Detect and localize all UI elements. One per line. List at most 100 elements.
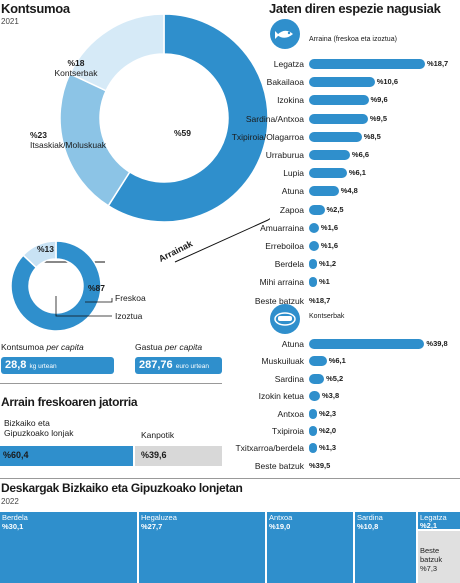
fresh-species-name: Zapoa xyxy=(279,204,304,215)
donut-slice-canned xyxy=(68,13,165,92)
small-donut-frozen-pct: %13 xyxy=(37,244,55,254)
fresh-species-name: Urraburua xyxy=(265,150,304,160)
canned-species-name: Izokin ketua xyxy=(258,391,304,402)
fresh-species-bar xyxy=(309,131,362,142)
fresh-legend: Arraina (freskoa eta izoztua) xyxy=(309,36,397,43)
species-title: Jaten diren espezie nagusiak xyxy=(269,1,441,16)
donut-label-canned-name: Kontserbak xyxy=(54,68,98,78)
spending-per-capita-unit: euro urtean xyxy=(175,363,209,370)
fresh-species-value: %1,6 xyxy=(320,222,339,232)
canned-species-bar xyxy=(309,391,321,402)
fresh-species-bar xyxy=(309,241,319,251)
fresh-species-name: Amuarraina xyxy=(260,222,304,233)
canned-legend: Kontserbak xyxy=(309,313,345,320)
canned-species-value: %2,0 xyxy=(319,426,337,435)
canned-species-value: %6,1 xyxy=(328,356,346,366)
treemap-cell-legatza-name: Legatza xyxy=(420,513,447,522)
fresh-species-bar xyxy=(309,59,425,69)
treemap-cell-antxoa-name: Antxoa xyxy=(269,513,293,522)
donut-slice-fresh xyxy=(107,13,269,223)
consumption-title: Kontsumoa xyxy=(1,1,70,16)
fresh-species-name: Lupia xyxy=(283,168,304,179)
tin-can-icon xyxy=(270,304,300,334)
fresh-species-value: %4,8 xyxy=(340,186,358,196)
treemap-cell-berdela-pct: %30,1 xyxy=(2,522,24,531)
canned-species-value: %39,5 xyxy=(309,460,331,470)
origin-stacked-bar: %60,4 %39,6 xyxy=(0,446,222,466)
fresh-species-bar xyxy=(309,259,317,270)
small-donut-slice-fresh xyxy=(10,240,102,332)
fresh-species-bar xyxy=(309,222,319,233)
fresh-species-bar xyxy=(309,113,368,124)
canned-species-value: %2,3 xyxy=(319,408,337,418)
fresh-species-bar xyxy=(309,150,350,160)
origin-bar-local xyxy=(0,446,134,466)
origin-title: Arrain freskoaren jatorria xyxy=(1,395,138,409)
fresh-species-name: Erreboiloa xyxy=(265,241,304,251)
small-donut-fresh-name: Freskoa xyxy=(115,293,146,303)
fresh-species-bar xyxy=(309,186,339,197)
donut-label-shellfish-name: Itsaskiak/Moluskuak xyxy=(30,140,107,150)
fresh-species-name: Bakailaoa xyxy=(266,77,304,88)
small-donut-fresh-pct: %87 xyxy=(88,283,106,293)
treemap-cell-others-name: Beste batzuk xyxy=(420,546,443,564)
canned-species-bar xyxy=(309,373,325,384)
small-donut-slice-frozen xyxy=(22,240,57,269)
canned-species-name: Sardina xyxy=(274,373,304,384)
fresh-species-name: Izokina xyxy=(277,95,304,106)
treemap-cell-hegaluzea-name: Hegaluzea xyxy=(141,513,177,522)
fresh-species-bar xyxy=(309,77,375,88)
treemap-cell-berdela-name: Berdela xyxy=(2,513,28,522)
fresh-species-name: Beste batzuk xyxy=(254,295,304,306)
treemap-cell-antxoa-pct: %19,0 xyxy=(269,522,291,531)
fresh-species-bar xyxy=(309,277,317,288)
fresh-species-value: %9,6 xyxy=(370,95,388,105)
origin-left-label-1: Bizkaiko eta xyxy=(4,418,50,428)
treemap-cell-others-pct: %7,3 xyxy=(420,564,438,573)
fresh-species-name: Txipiroia/Olagarroa xyxy=(231,131,304,142)
fresh-species-value: %18,7 xyxy=(426,59,449,68)
origin-left-label-2: Gipuzkoako lonjak xyxy=(4,428,74,438)
consumption-per-capita-unit: kg urtean xyxy=(29,363,57,370)
treemap-cell-legatza: Legatza %2,1 xyxy=(418,512,460,530)
canned-species-name: Atuna xyxy=(281,339,304,349)
canned-species-bar xyxy=(309,408,317,419)
donut-label-canned-pct: %18 xyxy=(67,58,85,68)
canned-species-bar xyxy=(309,443,317,454)
treemap-cell-antxoa: Antxoa %19,0 xyxy=(267,512,353,583)
fish-hook-icon xyxy=(270,19,300,49)
donut-label-fresh-pct: %59 xyxy=(174,128,192,138)
fresh-species-value: %8,5 xyxy=(363,131,381,141)
consumption-per-capita-label: Kontsumoa per capita xyxy=(1,342,84,352)
treemap-cell-sardina-pct: %10,8 xyxy=(357,522,379,531)
fresh-species-name: Mihi arraina xyxy=(259,277,304,288)
donut-label-canned: %18 Kontserbak xyxy=(48,58,104,78)
fresh-species-value: %1,2 xyxy=(319,259,337,269)
fresh-species-bar xyxy=(309,168,347,179)
canned-species-bar xyxy=(309,356,327,367)
fresh-species-name: Legatza xyxy=(273,59,304,69)
consumption-donuts xyxy=(10,13,270,332)
canned-species-name: Txitxarroa/berdela xyxy=(235,443,304,454)
origin-left-label: Bizkaiko eta Gipuzkoako lonjak xyxy=(4,418,73,438)
spending-per-capita-label: Gastua per capita xyxy=(135,342,202,352)
canned-species-value: %3,8 xyxy=(322,391,340,401)
treemap-cell-legatza-pct: %2,1 xyxy=(420,521,438,530)
fresh-species-value: %18,7 xyxy=(309,295,331,305)
fresh-species-name: Berdela xyxy=(274,259,304,270)
treemap-year: 2022 xyxy=(1,497,19,506)
donut-label-shellfish: %23 Itsaskiak/Moluskuak xyxy=(30,130,120,150)
origin-bar-foreign xyxy=(135,446,222,466)
fresh-species-name: Atuna xyxy=(281,186,304,197)
leader-frozen xyxy=(55,296,112,317)
fresh-species-value: %6,6 xyxy=(351,150,370,159)
canned-species-bar xyxy=(309,339,425,349)
consumption-per-capita-label-b: per capita xyxy=(46,342,84,352)
canned-species-name: Beste batzuk xyxy=(254,460,304,471)
fresh-species-bar xyxy=(309,204,325,215)
consumption-per-capita-value: 28,8 xyxy=(5,359,27,371)
spending-per-capita-label-a: Gastua xyxy=(135,342,163,352)
canned-species-name: Antxoa xyxy=(277,408,304,419)
divider-treemap xyxy=(0,478,460,479)
fresh-species-value: %1 xyxy=(319,277,330,287)
